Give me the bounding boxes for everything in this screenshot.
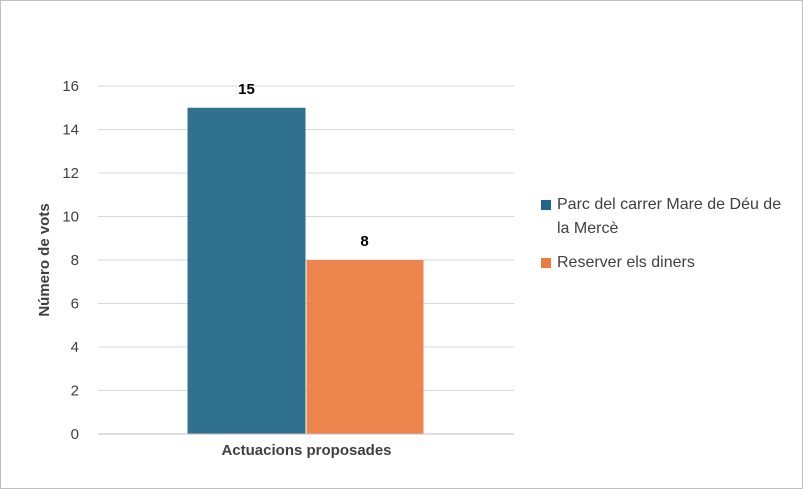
legend: Parc del carrer Mare de Déu de la Mercè … xyxy=(541,193,791,285)
y-tick-label: 12 xyxy=(62,165,79,182)
bars xyxy=(187,107,424,434)
y-tick-label: 0 xyxy=(71,426,79,443)
y-tick-label: 4 xyxy=(71,339,79,356)
data-label-reserver: 8 xyxy=(360,233,368,250)
legend-label-reserver: Reserver els diners xyxy=(557,254,695,271)
y-tick-label: 16 xyxy=(62,78,79,95)
y-axis-title: Número de vots xyxy=(36,203,53,316)
data-label-parc: 15 xyxy=(238,81,255,98)
y-axis-ticks: 0 2 4 6 8 10 12 14 16 xyxy=(62,78,79,443)
x-axis-title: Actuacions proposades xyxy=(221,442,391,459)
data-labels: 15 8 xyxy=(238,81,369,250)
legend-item-parc: Parc del carrer Mare de Déu de la Mercè xyxy=(541,193,791,241)
legend-item-reserver: Reserver els diners xyxy=(541,251,791,275)
legend-label-parc: Parc del carrer Mare de Déu de la Mercè xyxy=(557,196,782,237)
legend-swatch-reserver xyxy=(541,258,551,268)
y-tick-label: 2 xyxy=(71,383,79,400)
bar-parc xyxy=(187,107,306,434)
y-tick-label: 6 xyxy=(71,296,79,313)
gridlines xyxy=(98,85,514,391)
y-tick-label: 10 xyxy=(62,209,79,226)
y-tick-label: 8 xyxy=(71,252,79,269)
legend-swatch-parc xyxy=(541,200,551,210)
y-tick-label: 14 xyxy=(62,122,79,139)
bar-reserver xyxy=(306,260,424,434)
